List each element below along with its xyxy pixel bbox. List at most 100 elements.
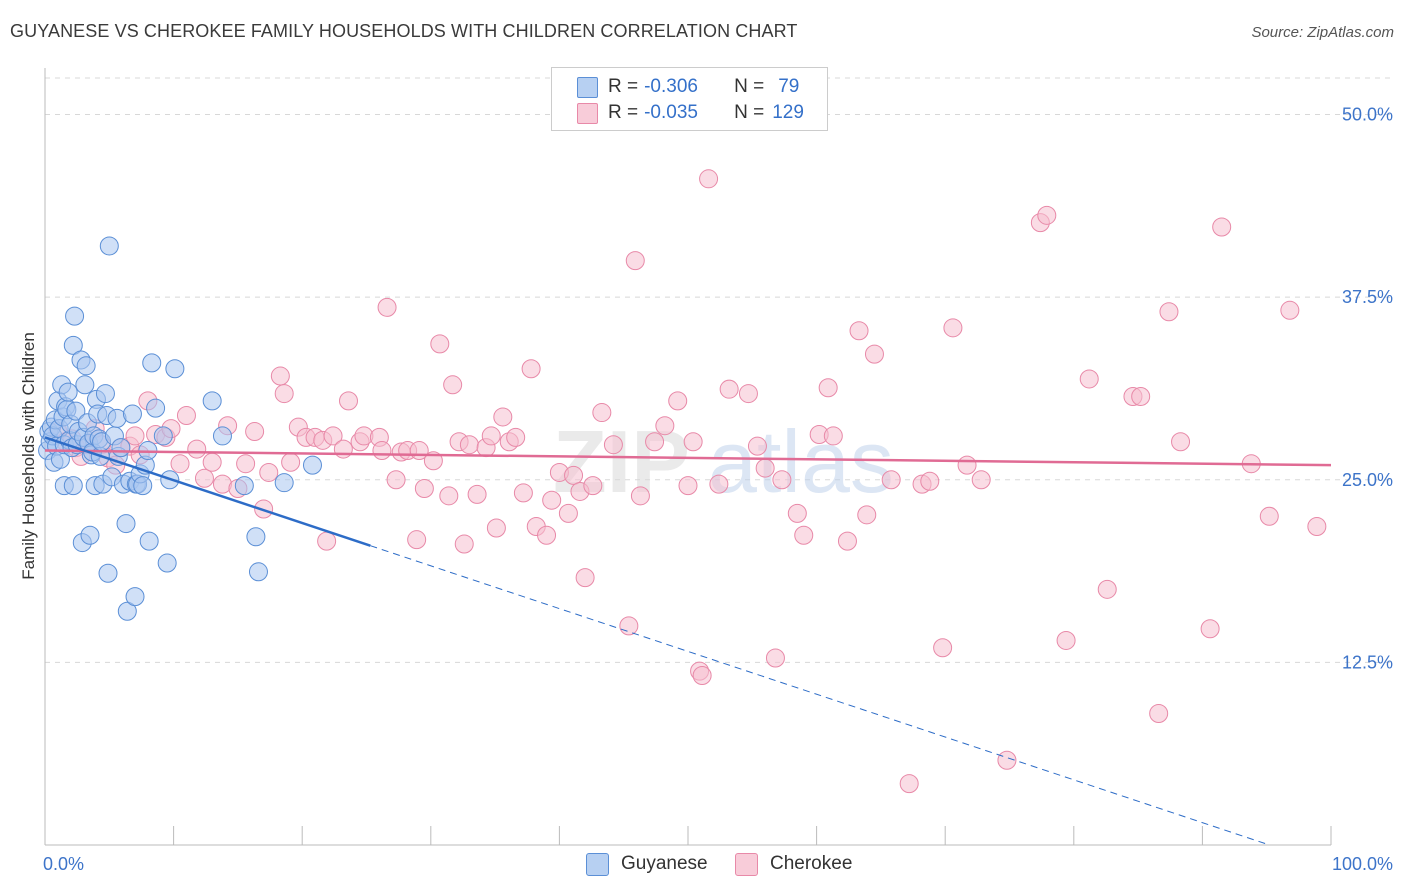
guyanese-point: [122, 404, 142, 424]
cherokee-point: [564, 465, 584, 485]
cherokee-point: [678, 476, 698, 496]
cherokee-point: [625, 251, 645, 271]
cherokee-point: [513, 483, 533, 503]
cherokee-point: [439, 486, 459, 506]
legend-n-value: 79: [778, 76, 800, 97]
cherokee-point: [558, 503, 578, 523]
legend-r-value: -0.306: [644, 76, 698, 97]
cherokee-point: [443, 375, 463, 395]
cherokee-point: [259, 462, 279, 482]
cherokee-point: [920, 471, 940, 491]
cherokee-point: [719, 379, 739, 399]
y-tick-label: 50.0%: [1342, 105, 1393, 125]
guyanese-legend-label: Guyanese: [621, 853, 708, 874]
cherokee-point: [772, 470, 792, 490]
bottom-legend-cherokee: Cherokee: [735, 852, 852, 876]
cherokee-point: [655, 416, 675, 436]
guyanese-point: [212, 426, 232, 446]
cherokee-point: [668, 391, 688, 411]
cherokee-point: [933, 638, 953, 658]
y-axis-title: Family Households with Children: [19, 332, 38, 580]
guyanese-point: [146, 398, 166, 418]
cherokee-point: [386, 470, 406, 490]
legend-row-cherokee: R = -0.035 N = 129: [577, 101, 804, 125]
cherokee-point: [281, 452, 301, 472]
cherokee-point: [1159, 302, 1179, 322]
guyanese-point: [76, 356, 96, 376]
legend-n-label: N =: [734, 76, 765, 97]
cherokee-point: [837, 531, 857, 551]
guyanese-point: [153, 426, 173, 446]
guyanese-point: [234, 476, 254, 496]
cherokee-point: [486, 518, 506, 538]
cherokee-legend-swatch: [735, 852, 758, 876]
cherokee-point: [1079, 369, 1099, 389]
cherokee-point: [317, 531, 337, 551]
cherokee-point: [1149, 704, 1169, 724]
guyanese-legend-swatch: [586, 852, 609, 876]
guyanese-point: [95, 384, 115, 404]
x-tick-label: 100.0%: [1332, 854, 1393, 874]
cherokee-point: [377, 297, 397, 317]
cherokee-point: [414, 479, 434, 499]
cherokee-point: [849, 321, 869, 341]
grid: [45, 77, 1393, 663]
cherokee-point: [1212, 217, 1232, 237]
cherokee-legend-label: Cherokee: [770, 853, 853, 874]
guyanese-point: [75, 375, 95, 395]
guyanese-point: [139, 531, 159, 551]
guyanese-point: [63, 335, 83, 355]
legend-r-label: R =: [608, 102, 639, 123]
cherokee-point: [1307, 517, 1327, 537]
cherokee-point: [236, 454, 256, 474]
guyanese-point: [274, 473, 294, 493]
cherokee-point: [1280, 300, 1300, 320]
cherokee-point: [125, 426, 145, 446]
cherokee-trend-line: [44, 449, 1332, 467]
cherokee-point: [692, 666, 712, 686]
cherokee-point: [619, 616, 639, 636]
cherokee-point: [683, 432, 703, 452]
cherokee-point: [338, 391, 358, 411]
axis-labels: 12.5% 25.0% 37.5% 50.0% 0.0% 100.0% Family Hou…: [19, 105, 1393, 874]
cherokee-point: [170, 454, 190, 474]
cherokee-point: [997, 750, 1017, 770]
cherokee-point: [194, 468, 214, 488]
guyanese-point: [133, 476, 153, 496]
cherokee-point: [747, 436, 767, 456]
legend-n-label: N =: [734, 102, 765, 123]
cherokee-point: [467, 484, 487, 504]
cherokee-point: [187, 439, 207, 459]
legend-r-value: -0.035: [644, 102, 698, 123]
cherokee-point: [1056, 630, 1076, 650]
guyanese-point: [248, 562, 268, 582]
legend-n-value: 129: [772, 102, 804, 123]
chart-title: GUYANESE VS CHEROKEE FAMILY HOUSEHOLDS W…: [10, 21, 798, 41]
x-tick-label: 0.0%: [43, 854, 84, 874]
guyanese-point: [246, 527, 266, 547]
cherokee-point: [493, 407, 513, 427]
cherokee-point: [575, 568, 595, 588]
guyanese-point: [165, 359, 185, 379]
cherokee-swatch: [577, 102, 598, 124]
cherokee-point: [542, 490, 562, 510]
cherokee-point: [333, 439, 353, 459]
cherokee-point: [537, 525, 557, 545]
cherokee-point: [407, 530, 427, 550]
cherokee-point: [818, 378, 838, 398]
cherokee-point: [176, 405, 196, 425]
cherokee-point: [274, 384, 294, 404]
cherokee-point: [864, 344, 884, 364]
guyanese-point: [80, 525, 100, 545]
cherokee-point: [459, 435, 479, 455]
cherokee-point: [372, 441, 392, 461]
cherokee-point: [1171, 432, 1191, 452]
cherokee-point: [1200, 619, 1220, 639]
guyanese-point: [116, 514, 136, 534]
cherokee-point: [755, 458, 775, 478]
cherokee-point: [709, 474, 729, 494]
cherokee-point: [592, 403, 612, 423]
trend-lines: [44, 436, 1332, 846]
cherokee-point: [630, 486, 650, 506]
